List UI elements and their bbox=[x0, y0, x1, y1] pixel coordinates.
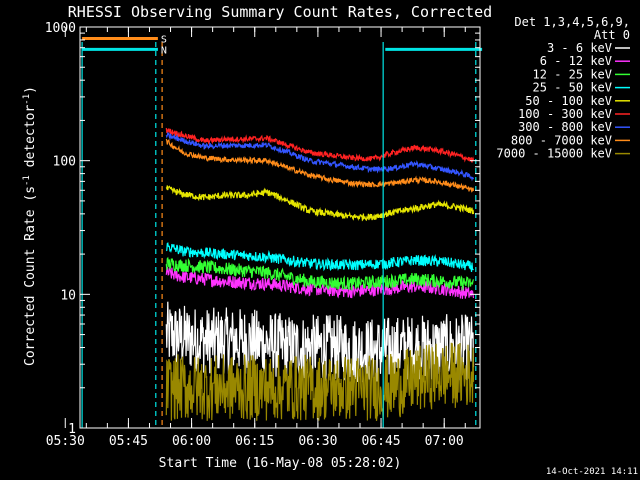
y-tick-label: 10 bbox=[60, 288, 76, 303]
x-tick-label: 06:30 bbox=[298, 434, 337, 449]
y-tick-label: 100 bbox=[53, 155, 76, 170]
legend-header-line: Det 1,3,4,5,6,9, bbox=[514, 15, 630, 29]
series-line bbox=[165, 138, 475, 194]
y-tick-label: 1 bbox=[68, 422, 76, 437]
flag-label: S bbox=[161, 35, 167, 46]
footer-date: 14-Oct-2021 14:11 bbox=[546, 467, 638, 477]
series-layer bbox=[165, 127, 475, 421]
y-axis-label-sup: -1 bbox=[22, 94, 32, 105]
x-tick-label: 05:45 bbox=[109, 434, 148, 449]
y-axis-label-part: ) bbox=[23, 86, 38, 94]
legend-label: 50 - 100 keV bbox=[525, 94, 612, 108]
series-line bbox=[165, 242, 474, 273]
y-axis-label-sup: -1 bbox=[22, 175, 32, 186]
series-line bbox=[165, 342, 475, 421]
legend-label: 800 - 7000 keV bbox=[511, 133, 612, 147]
chart-title: RHESSI Observing Summary Count Rates, Co… bbox=[68, 3, 492, 21]
x-tick-label: 06:00 bbox=[172, 434, 211, 449]
x-tick-label: 05:30 bbox=[46, 434, 85, 449]
y-axis-label: Corrected Count Rate (s-1 detector-1) bbox=[22, 86, 38, 366]
legend-label: 25 - 50 keV bbox=[533, 81, 612, 95]
x-tick-label: 06:15 bbox=[235, 434, 274, 449]
x-axis-label: Start Time (16-May-08 05:28:02) bbox=[159, 456, 402, 471]
legend-label: 100 - 300 keV bbox=[518, 107, 612, 121]
axis-layer: 1 10 100 1000 05:30 05:45 06:00 06:15 06:30 06:45… bbox=[45, 21, 480, 449]
legend-label: 7000 - 15000 keV bbox=[496, 147, 612, 161]
y-tick-label: 1000 bbox=[45, 21, 76, 36]
series-line bbox=[165, 256, 475, 292]
x-tick-label: 07:00 bbox=[425, 434, 464, 449]
flag-label: N bbox=[161, 45, 167, 56]
x-tick-label: 06:45 bbox=[361, 434, 400, 449]
annotation-layer: SN bbox=[81, 35, 483, 428]
series-line bbox=[165, 131, 475, 182]
series-line bbox=[165, 266, 475, 299]
legend-label: 6 - 12 keV bbox=[540, 54, 612, 68]
legend-header-line: Att 0 bbox=[594, 28, 630, 42]
y-axis-label-part: Corrected Count Rate (s bbox=[23, 186, 38, 366]
legend-label: 3 - 6 keV bbox=[547, 41, 612, 55]
series-line bbox=[165, 127, 475, 163]
series-line bbox=[165, 301, 475, 383]
legend-label: 300 - 800 keV bbox=[518, 120, 612, 134]
legend-label: 12 - 25 keV bbox=[533, 67, 612, 81]
plot-frame bbox=[79, 26, 481, 429]
y-axis-label-part: detector bbox=[23, 105, 38, 176]
series-line bbox=[165, 185, 475, 222]
